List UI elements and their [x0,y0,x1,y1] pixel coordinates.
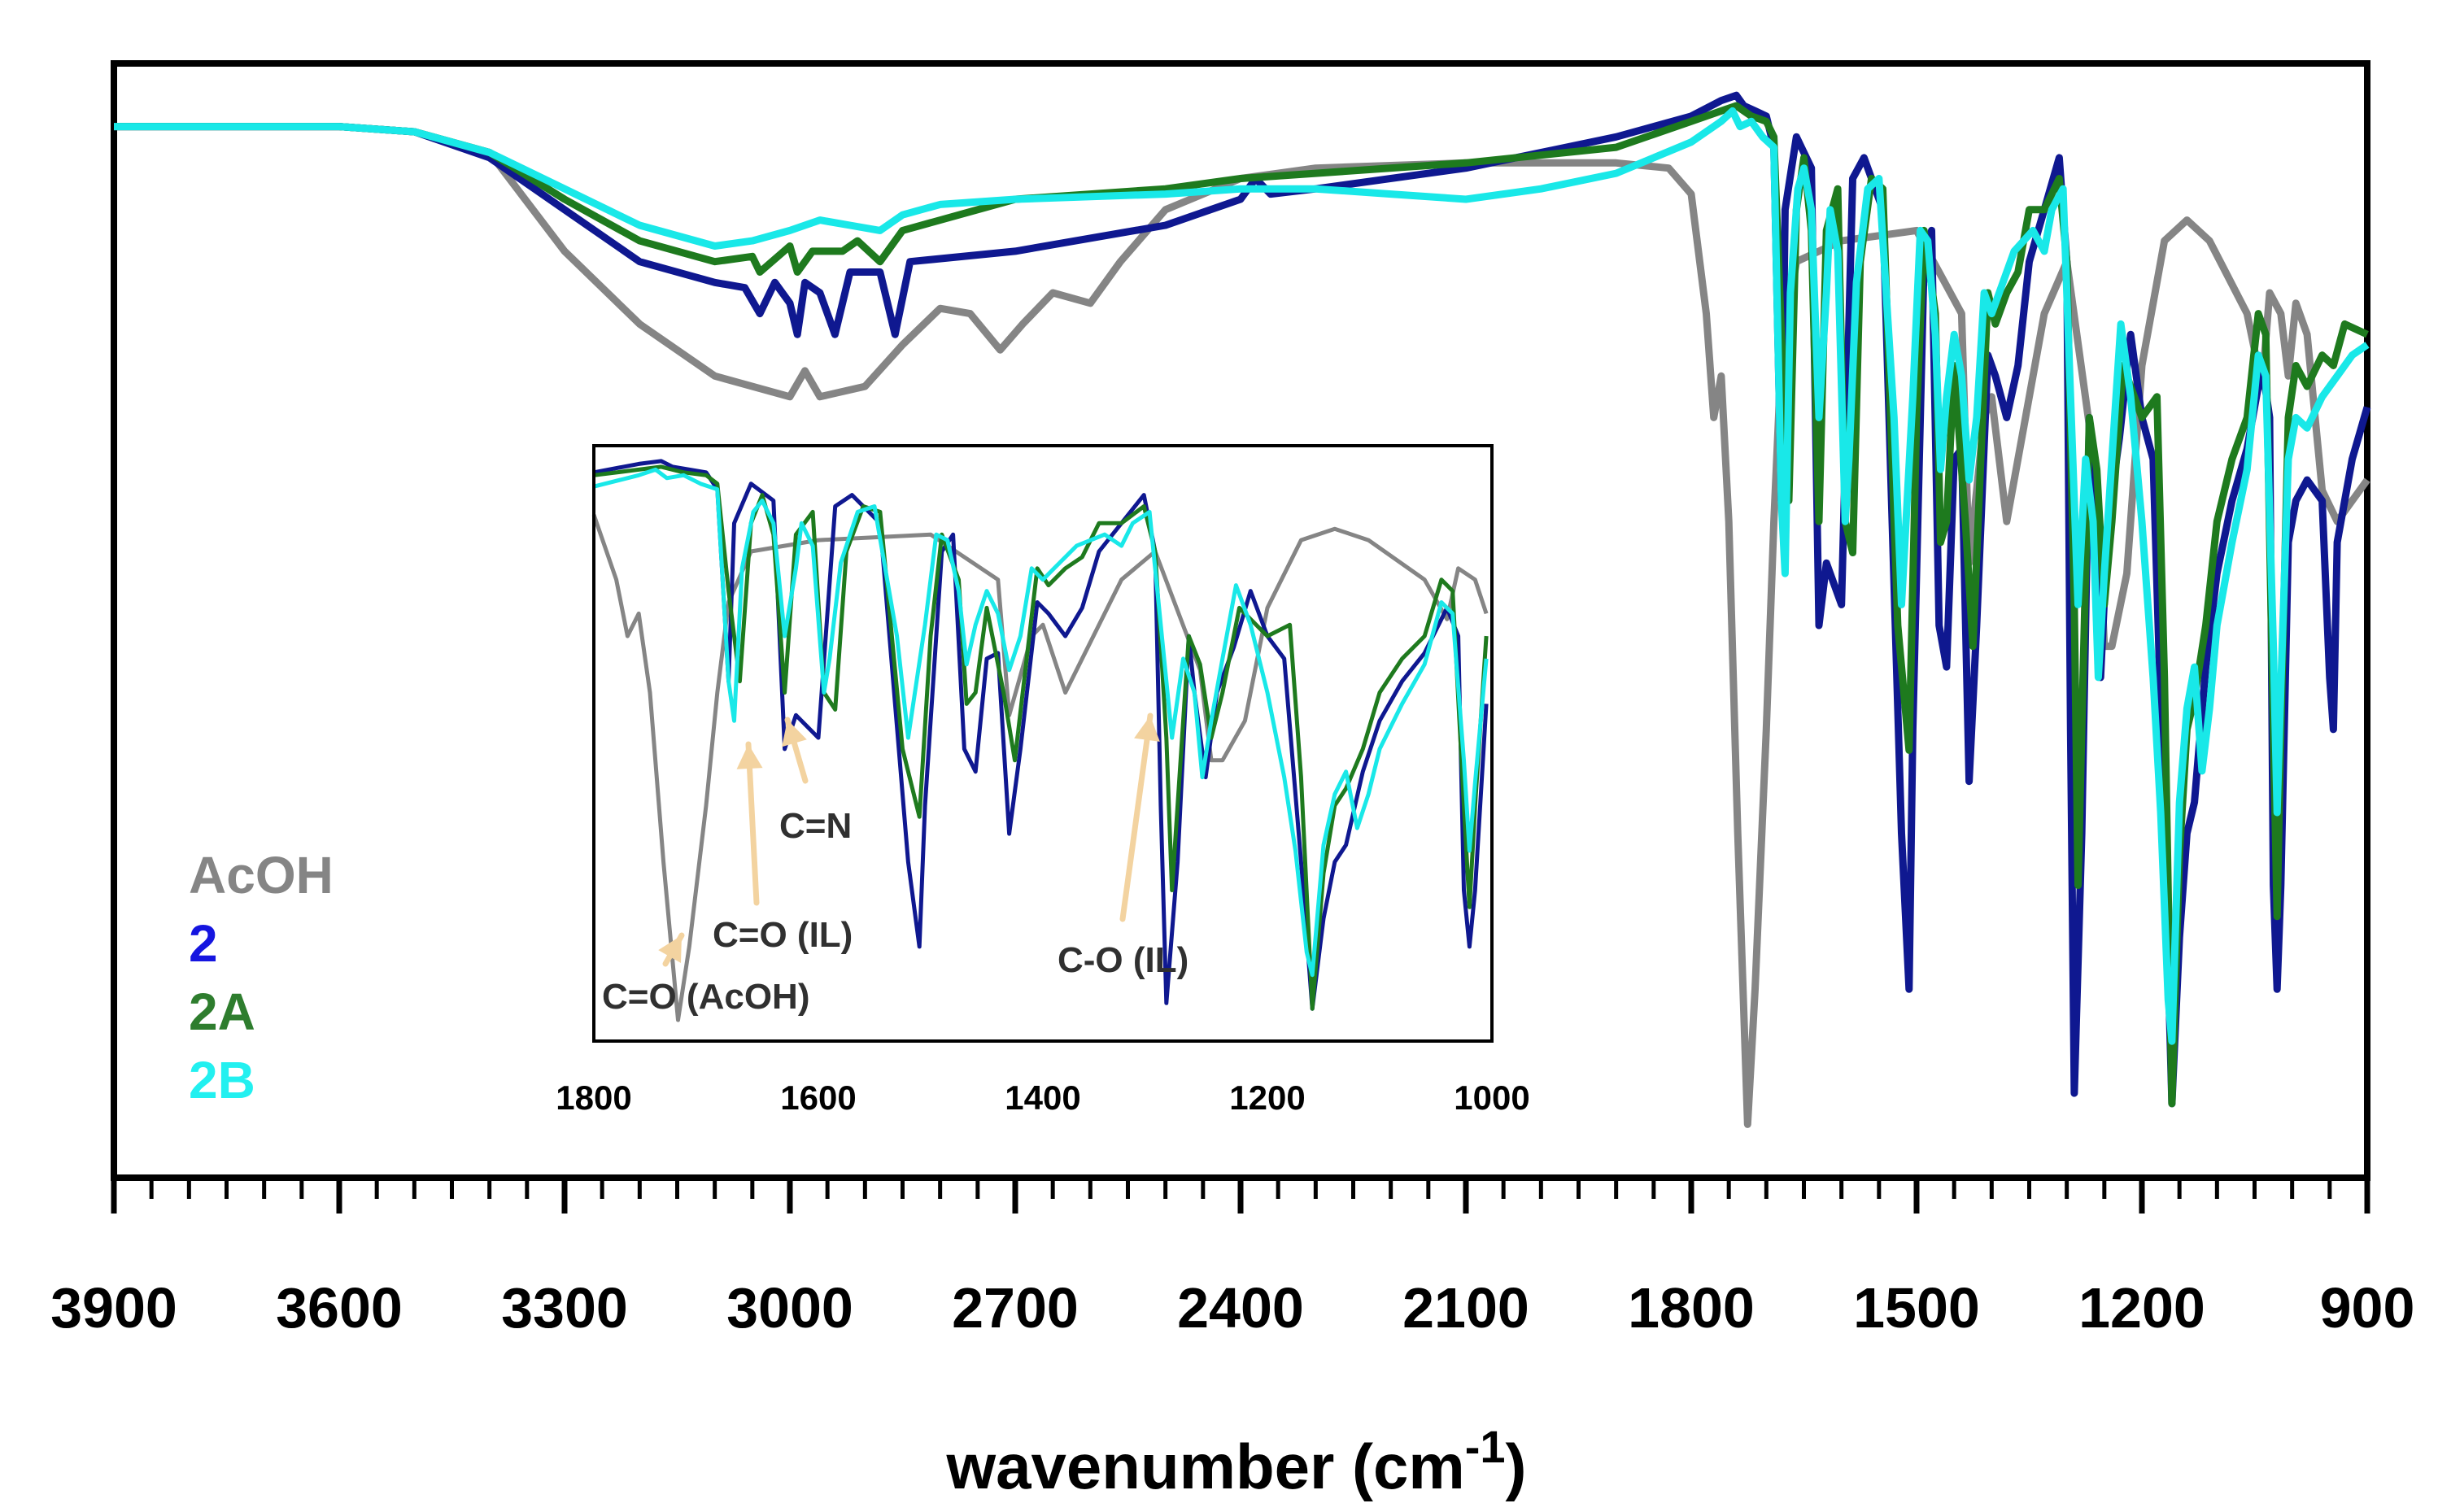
annotation-arrowhead [658,935,682,963]
inset-x-tick-label: 1800 [556,1078,631,1117]
main-x-axis-ticks [111,1178,2370,1214]
x-tick-label: 3000 [726,1276,853,1340]
series-line-2b [114,107,2370,1045]
x-axis-label-close: ) [1506,1431,1527,1502]
inset-frame [592,444,1494,1043]
inset-series-line-acoh [591,514,1489,1022]
x-axis-label: wavenumber (cm-1) [946,1421,1527,1502]
x-tick-label: 1800 [1628,1276,1755,1340]
x-tick-label: 1200 [2078,1276,2205,1340]
x-tick-label: 3300 [501,1276,628,1340]
inset-background [594,446,1492,1041]
annotation-label: C=N [779,806,852,846]
series-line-acoh [114,123,2370,1128]
inset-series-group [591,459,1489,1022]
legend-entry-2: 2 [189,914,218,973]
x-axis-label-superscript: -1 [1465,1421,1506,1472]
inset-x-tick-label: 1400 [1005,1078,1080,1117]
inset-plot: 1800 1600 1400 1200 1000 C=O (AcOH)C=O (IL)C… [556,444,1530,1117]
x-tick-label: 900 [2320,1276,2415,1340]
annotation-label: C-O (IL) [1058,940,1188,980]
legend-entry-acoh: AcOH [189,846,334,904]
annotation-arrowhead [782,720,807,747]
inset-x-tick-label: 1000 [1454,1078,1529,1117]
x-tick-label: 2400 [1177,1276,1304,1340]
annotation-label: C=O (AcOH) [602,977,809,1017]
annotation-arrowhead [736,744,763,769]
inset-x-tick-label: 1200 [1229,1078,1305,1117]
inset-x-tick-label: 1600 [780,1078,856,1117]
annotation-arrowhead [1134,716,1160,742]
inset-annotations: C=O (AcOH) C=O (IL) C=N C-O (IL) [602,712,1188,1017]
series-line-2 [114,91,2371,1108]
x-tick-label: 2700 [952,1276,1079,1340]
legend-entry-2b: 2B [189,1051,255,1109]
inset-series-line-2b [593,467,1489,978]
inset-series-line-2a [593,464,1489,1011]
inset-x-axis-tick-labels: 1800 1600 1400 1200 1000 [556,1078,1529,1117]
annotation-arrow [745,741,760,906]
legend: AcOH 2 2A 2B [189,846,334,1109]
legend-entry-2a: 2A [189,983,255,1041]
annotation-arrow [1119,712,1154,922]
annotation-label: C=O (IL) [713,915,853,955]
x-axis-label-main: wavenumber (cm [946,1431,1465,1502]
x-tick-label: 2100 [1402,1276,1529,1340]
x-tick-label: 3600 [276,1276,403,1340]
main-series-group [114,91,2371,1128]
x-tick-label: 3900 [50,1276,177,1340]
main-x-axis-tick-labels: 3900 3600 3300 3000 2700 2400 2100 1800 1500 1200… [50,1276,2414,1340]
x-tick-label: 1500 [1853,1276,1980,1340]
